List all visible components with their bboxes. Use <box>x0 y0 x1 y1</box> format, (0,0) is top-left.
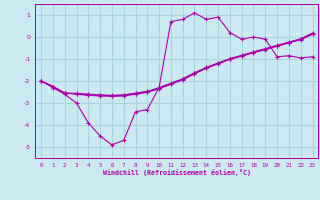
X-axis label: Windchill (Refroidissement éolien,°C): Windchill (Refroidissement éolien,°C) <box>103 169 251 176</box>
